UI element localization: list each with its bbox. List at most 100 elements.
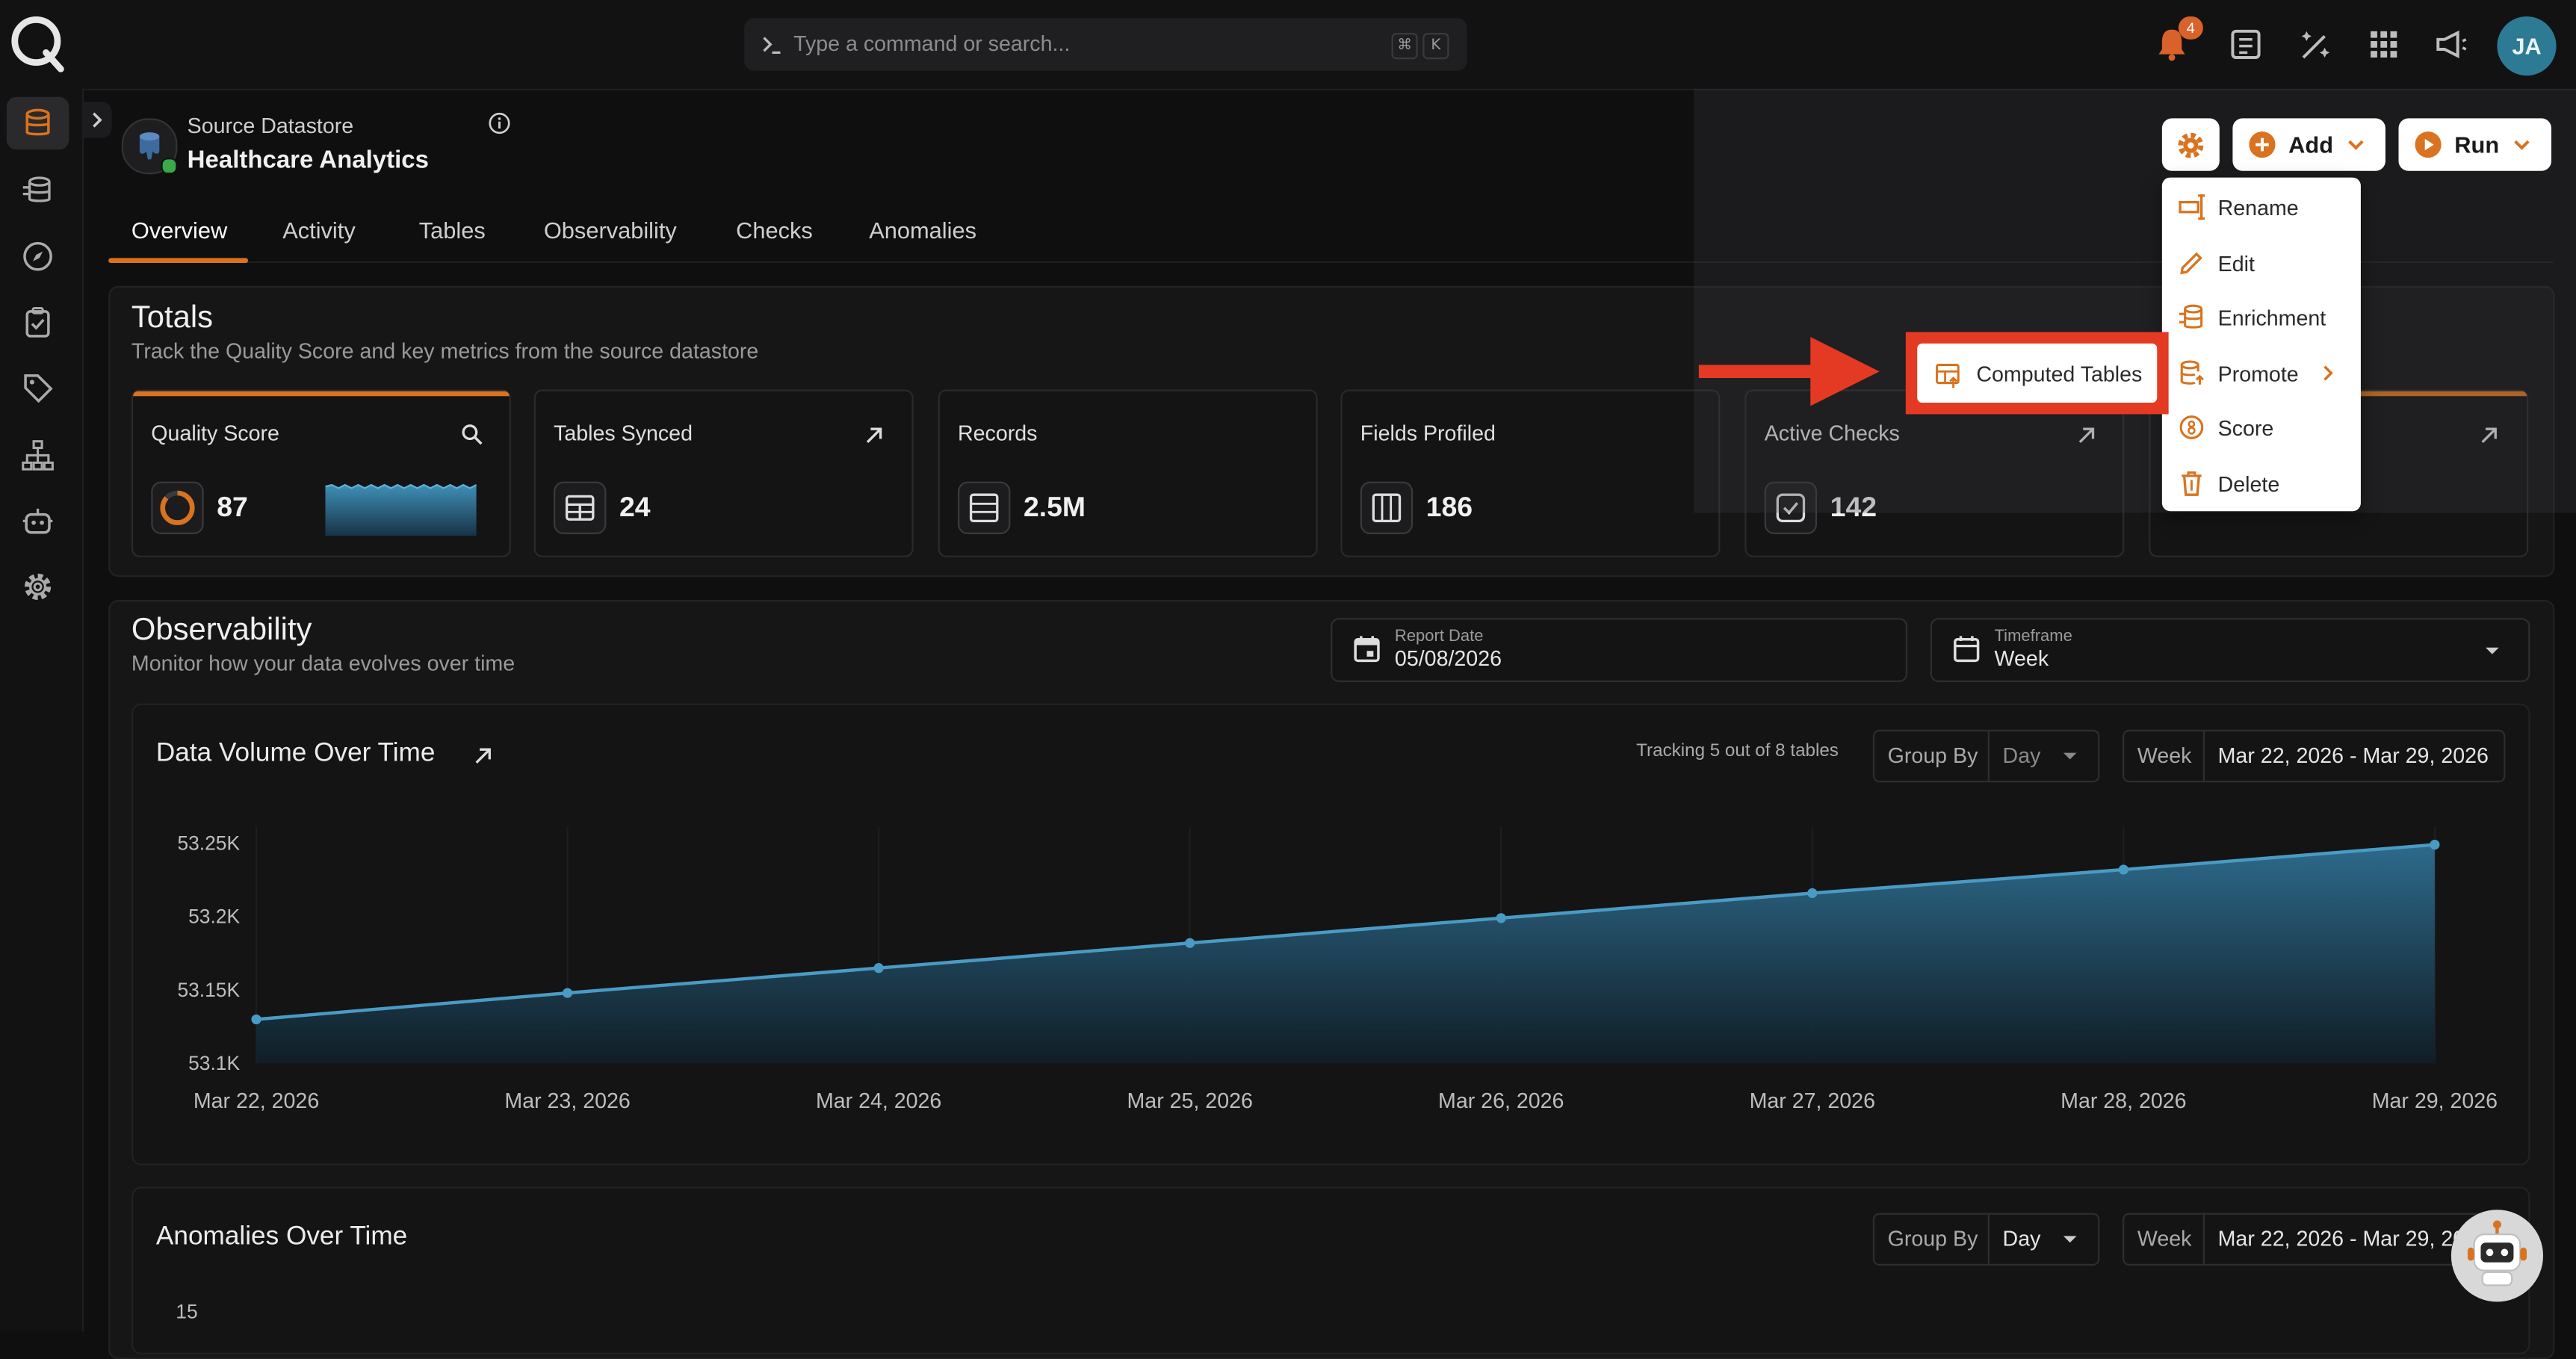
tracking-text: Tracking 5 out of 8 tables	[1636, 741, 1839, 761]
add-button-label: Add	[2288, 131, 2334, 158]
add-button[interactable]: Add	[2232, 118, 2385, 171]
tab-overview[interactable]: Overview	[131, 217, 228, 244]
play-circle-icon	[2415, 131, 2442, 158]
database-icon[interactable]	[22, 107, 55, 140]
terminal-icon	[761, 33, 784, 56]
group-by-label: Group By	[1887, 743, 1978, 768]
run-button-label: Run	[2454, 131, 2500, 158]
anomalies-title: Anomalies Over Time	[155, 1222, 408, 1251]
external-link-icon[interactable]	[471, 745, 495, 768]
settings-gear-icon[interactable]	[22, 570, 55, 603]
report-date-field[interactable]: Report Date 05/08/2026	[1331, 618, 1908, 682]
x-tick-label: Mar 27, 2026	[1750, 1089, 1875, 1113]
external-link-icon[interactable]	[862, 424, 885, 448]
sidebar-active-indicator	[6, 96, 69, 150]
menu-item-label: Rename	[2217, 195, 2299, 220]
fields-profiled-card[interactable]: Fields Profiled 186	[1340, 389, 1721, 557]
chevron-down-icon	[2061, 1233, 2080, 1246]
trash-icon	[2179, 470, 2205, 496]
menu-item-score[interactable]: Score	[2162, 401, 2361, 453]
totals-subtitle: Track the Quality Score and key metrics …	[131, 338, 759, 364]
card-title: Tables Synced	[554, 421, 693, 446]
sidebar-collapse-button[interactable]	[81, 102, 112, 138]
data-point[interactable]	[2118, 864, 2128, 875]
datastores-stack-icon[interactable]	[22, 174, 55, 207]
volume-line	[256, 843, 2436, 1021]
agent-robot-icon[interactable]	[22, 504, 55, 537]
x-tick-label: Mar 25, 2026	[1127, 1089, 1253, 1113]
data-point[interactable]	[2430, 839, 2440, 850]
menu-item-label: Delete	[2217, 471, 2280, 497]
week-range-select[interactable]: Week Mar 22, 2026 - Mar 29, 2026	[2123, 729, 2506, 783]
records-card[interactable]: Records 2.5M	[938, 389, 1318, 557]
data-point[interactable]	[1807, 888, 1818, 899]
data-point[interactable]	[1185, 938, 1195, 948]
bell-icon[interactable]	[2154, 26, 2190, 62]
data-volume-chart: 53.1K 53.15K 53.2K 53.25K Mar 22, 2026 Mar 23…	[177, 826, 2498, 1113]
card-value: 186	[1425, 491, 1473, 523]
robot-icon	[2467, 1219, 2527, 1288]
group-by-select[interactable]: Group By Day	[1872, 1213, 2100, 1266]
run-button[interactable]: Run	[2398, 118, 2552, 171]
megaphone-icon[interactable]	[2433, 26, 2469, 62]
info-icon[interactable]	[488, 112, 511, 135]
tab-tables[interactable]: Tables	[418, 217, 486, 244]
group-by-value: Day	[2002, 1226, 2041, 1251]
menu-item-label: Edit	[2217, 251, 2255, 276]
app-logo[interactable]	[10, 13, 66, 72]
table-icon	[554, 481, 607, 534]
shortcut-key-cmd: ⌘	[1391, 33, 1418, 60]
observability-subtitle: Monitor how your data evolves over time	[131, 651, 515, 676]
submenu-item-label: Computed Tables	[1976, 362, 2143, 386]
tab-activity[interactable]: Activity	[282, 217, 356, 244]
submenu-item-computed-tables[interactable]: Computed Tables	[1917, 343, 2158, 403]
calendar-icon	[1352, 634, 1382, 664]
menu-item-enrichment[interactable]: Enrichment	[2162, 291, 2361, 343]
group-by-select[interactable]: Group By Day	[1872, 729, 2100, 783]
tag-icon[interactable]	[22, 371, 55, 404]
tab-checks[interactable]: Checks	[736, 217, 813, 244]
command-search-input[interactable]: Type a command or search... ⌘ K	[744, 18, 1467, 71]
annotation-arrow	[1698, 337, 1883, 409]
check-badge-icon	[1764, 481, 1818, 534]
tab-observability[interactable]: Observability	[543, 217, 677, 244]
data-point[interactable]	[1496, 913, 1506, 923]
week-range-select[interactable]: Week Mar 22, 2026 - Mar 29, 2026	[2123, 1213, 2506, 1266]
totals-title: Totals	[131, 300, 214, 335]
checks-clipboard-icon[interactable]	[22, 306, 55, 338]
menu-item-promote[interactable]: Promote	[2162, 347, 2361, 399]
menu-item-delete[interactable]: Delete	[2162, 457, 2361, 510]
x-tick-label: Mar 29, 2026	[2372, 1089, 2498, 1113]
document-icon[interactable]	[2228, 26, 2264, 62]
quality-score-card[interactable]: Quality Score 87	[131, 389, 511, 557]
timeframe-select[interactable]: Timeframe Week	[1930, 618, 2530, 682]
data-point[interactable]	[562, 988, 573, 998]
x-tick-label: Mar 28, 2026	[2061, 1089, 2186, 1113]
active-checks-card[interactable]: Active Checks 142	[1744, 389, 2125, 557]
data-point[interactable]	[251, 1014, 261, 1025]
chip-divider	[2202, 1214, 2205, 1264]
card-value: 24	[619, 491, 651, 523]
external-link-icon[interactable]	[2477, 424, 2501, 448]
explore-compass-icon[interactable]	[22, 240, 55, 273]
group-by-label: Group By	[1887, 1226, 1978, 1251]
magic-wand-icon[interactable]	[2297, 26, 2332, 62]
anomalies-y-tick: 15	[176, 1300, 198, 1323]
apps-grid-icon[interactable]	[2366, 26, 2402, 62]
search-placeholder: Type a command or search...	[793, 31, 1071, 56]
user-avatar[interactable]: JA	[2497, 16, 2557, 76]
tables-synced-card[interactable]: Tables Synced 24	[533, 389, 914, 557]
connection-status-dot	[161, 158, 178, 175]
settings-button[interactable]	[2161, 118, 2220, 171]
search-icon[interactable]	[460, 422, 483, 445]
chip-divider	[2202, 731, 2205, 781]
menu-item-edit[interactable]: Edit	[2162, 237, 2361, 289]
external-link-icon[interactable]	[2075, 424, 2098, 448]
notification-badge: 4	[2178, 16, 2203, 40]
menu-item-rename[interactable]: Rename	[2162, 181, 2361, 233]
data-point[interactable]	[873, 963, 884, 973]
tab-anomalies[interactable]: Anomalies	[869, 217, 977, 244]
assistant-bot-button[interactable]	[2450, 1210, 2544, 1302]
flows-hierarchy-icon[interactable]	[22, 439, 55, 471]
volume-area	[256, 844, 2435, 1064]
